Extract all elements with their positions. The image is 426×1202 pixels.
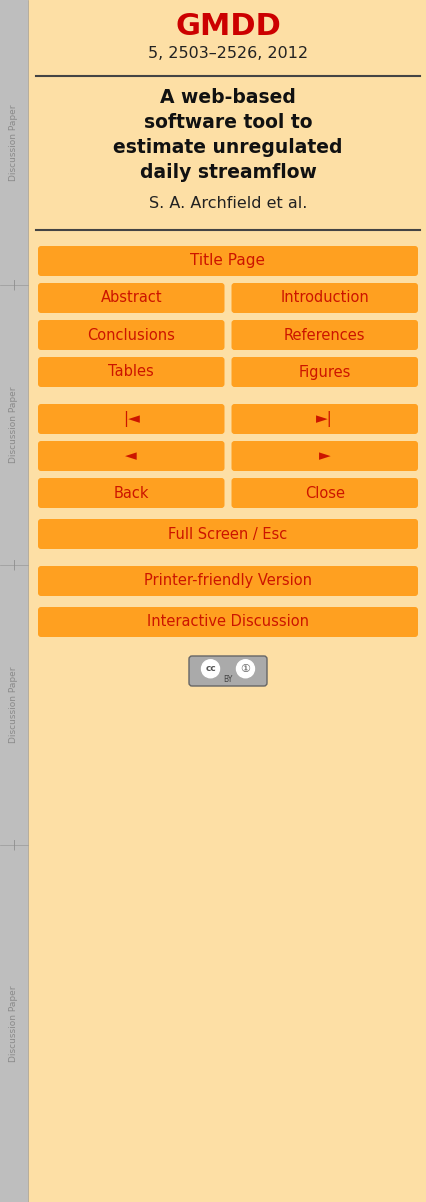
Text: ►: ► — [319, 448, 331, 464]
Text: Discussion Paper: Discussion Paper — [9, 105, 18, 180]
FancyBboxPatch shape — [231, 357, 418, 387]
Text: Discussion Paper: Discussion Paper — [9, 387, 18, 463]
FancyBboxPatch shape — [38, 357, 225, 387]
Text: BY: BY — [223, 676, 233, 684]
FancyBboxPatch shape — [38, 404, 225, 434]
Text: Tables: Tables — [108, 364, 154, 380]
Text: Interactive Discussion: Interactive Discussion — [147, 614, 309, 630]
Text: software tool to: software tool to — [144, 113, 312, 132]
Text: Figures: Figures — [299, 364, 351, 380]
FancyBboxPatch shape — [38, 320, 225, 350]
Text: Close: Close — [305, 486, 345, 500]
Text: |◄: |◄ — [123, 411, 140, 427]
Text: 5, 2503–2526, 2012: 5, 2503–2526, 2012 — [148, 46, 308, 61]
Text: daily streamflow: daily streamflow — [140, 163, 317, 182]
Text: Title Page: Title Page — [190, 254, 265, 268]
Text: Introduction: Introduction — [280, 291, 369, 305]
Circle shape — [201, 660, 219, 678]
FancyBboxPatch shape — [38, 246, 418, 276]
Text: Full Screen / Esc: Full Screen / Esc — [168, 526, 288, 541]
FancyBboxPatch shape — [38, 282, 225, 313]
FancyBboxPatch shape — [38, 607, 418, 637]
Text: Abstract: Abstract — [101, 291, 162, 305]
FancyBboxPatch shape — [38, 519, 418, 549]
Circle shape — [236, 660, 254, 678]
Text: References: References — [284, 327, 366, 343]
Text: Discussion Paper: Discussion Paper — [9, 986, 18, 1061]
Text: Discussion Paper: Discussion Paper — [9, 667, 18, 743]
Text: |: | — [12, 840, 16, 850]
FancyBboxPatch shape — [231, 478, 418, 508]
FancyBboxPatch shape — [38, 478, 225, 508]
Text: Back: Back — [113, 486, 149, 500]
FancyBboxPatch shape — [231, 404, 418, 434]
FancyBboxPatch shape — [231, 320, 418, 350]
Text: estimate unregulated: estimate unregulated — [113, 138, 343, 157]
Text: Conclusions: Conclusions — [87, 327, 175, 343]
Text: |: | — [12, 560, 16, 570]
Text: cc: cc — [205, 665, 216, 673]
Text: ◄: ◄ — [125, 448, 137, 464]
Text: |: | — [12, 280, 16, 290]
Text: S. A. Archfield et al.: S. A. Archfield et al. — [149, 196, 307, 212]
FancyBboxPatch shape — [38, 441, 225, 471]
Text: Printer-friendly Version: Printer-friendly Version — [144, 573, 312, 589]
Text: GMDD: GMDD — [175, 12, 281, 41]
Bar — [0, 0, 28, 1202]
Text: A web-based: A web-based — [160, 88, 296, 107]
Text: ①: ① — [241, 664, 250, 674]
FancyBboxPatch shape — [231, 441, 418, 471]
FancyBboxPatch shape — [189, 656, 267, 686]
FancyBboxPatch shape — [38, 566, 418, 596]
Text: ►|: ►| — [317, 411, 333, 427]
FancyBboxPatch shape — [231, 282, 418, 313]
